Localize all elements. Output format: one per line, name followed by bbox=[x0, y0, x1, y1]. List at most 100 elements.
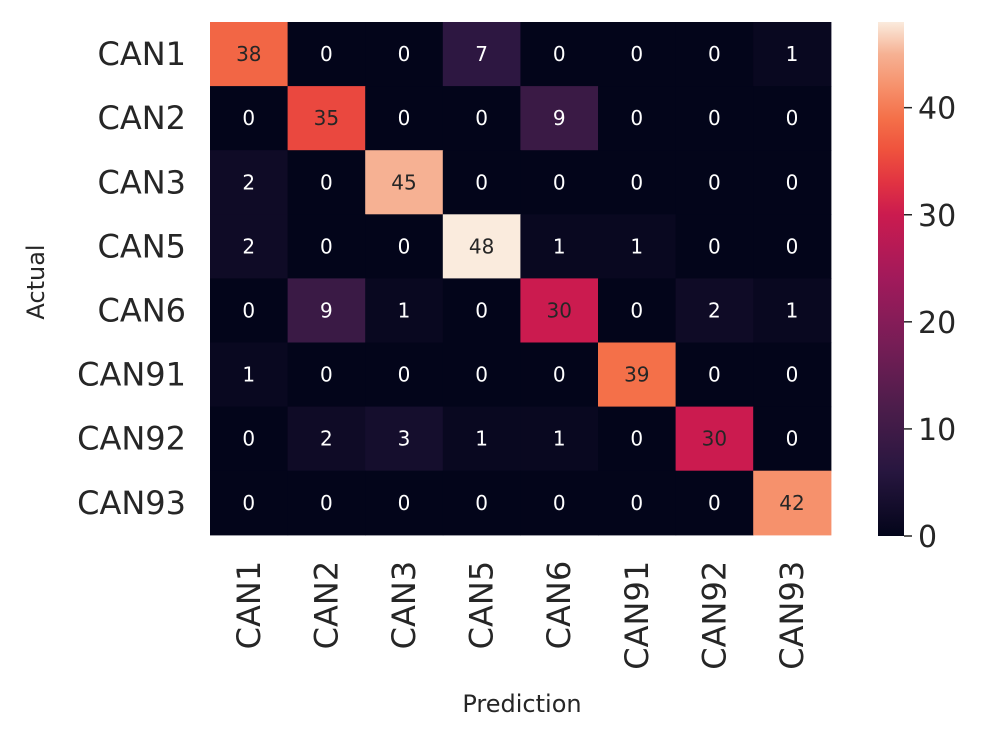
heatmap-cell bbox=[520, 86, 599, 151]
x-tick-label: CAN92 bbox=[695, 561, 733, 670]
colorbar-tick-label: 0 bbox=[918, 520, 937, 555]
y-tick-labels: CAN1 CAN2 CAN3 CAN5 CAN6 CAN91 CAN92 CAN93 bbox=[77, 35, 186, 522]
heatmap-cell bbox=[520, 470, 599, 536]
heatmap-cell bbox=[365, 150, 444, 215]
cell-value-label: 0 bbox=[398, 234, 411, 258]
cell-value-label: 38 bbox=[236, 42, 261, 66]
cell-value-label: 2 bbox=[242, 234, 255, 258]
cell-value-label: 1 bbox=[475, 427, 488, 451]
heatmap-cell bbox=[365, 470, 444, 536]
heatmap-cell bbox=[210, 406, 289, 472]
heatmap-cell bbox=[675, 406, 754, 472]
heatmap-cell bbox=[210, 470, 289, 536]
heatmap-cell bbox=[753, 342, 832, 408]
cell-value-label: 1 bbox=[398, 298, 411, 322]
cell-value-label: 2 bbox=[320, 427, 333, 451]
heatmap-cell bbox=[520, 342, 599, 408]
cell-value-label: 0 bbox=[475, 170, 488, 194]
heatmap-cell bbox=[442, 22, 521, 87]
colorbar-tick-label: 20 bbox=[918, 306, 956, 341]
colorbar-tick-label: 40 bbox=[918, 92, 956, 127]
colorbar-tick-label: 10 bbox=[918, 413, 956, 448]
cell-value-label: 0 bbox=[242, 427, 255, 451]
cell-value-label: 1 bbox=[786, 298, 799, 322]
cell-value-label: 0 bbox=[786, 234, 799, 258]
cell-value-label: 0 bbox=[475, 298, 488, 322]
heatmap-cell bbox=[753, 278, 832, 344]
cell-value-label: 35 bbox=[314, 106, 339, 130]
heatmap-cell bbox=[442, 342, 521, 408]
heatmap-cell bbox=[753, 470, 832, 536]
y-tick-label: CAN2 bbox=[97, 99, 186, 137]
cell-value-label: 0 bbox=[398, 363, 411, 387]
heatmap-cell bbox=[675, 278, 754, 344]
cell-value-label: 0 bbox=[398, 42, 411, 66]
cell-value-label: 0 bbox=[630, 106, 643, 130]
heatmap-cell bbox=[365, 214, 444, 279]
cell-value-label: 48 bbox=[469, 234, 494, 258]
heatmap-cell bbox=[442, 470, 521, 536]
y-tick-label: CAN3 bbox=[97, 163, 186, 201]
colorbar: 0 10 20 30 40 bbox=[878, 22, 956, 555]
x-tick-labels: CAN1 CAN2 CAN3 CAN5 CAN6 CAN91 CAN92 CAN93 bbox=[230, 561, 811, 670]
cell-value-label: 0 bbox=[708, 234, 721, 258]
y-tick-label: CAN91 bbox=[77, 356, 186, 394]
heatmap-cell bbox=[520, 22, 599, 87]
cell-value-label: 0 bbox=[320, 42, 333, 66]
cell-value-label: 0 bbox=[553, 170, 566, 194]
heatmap-cell bbox=[598, 342, 677, 408]
heatmap-cell bbox=[442, 86, 521, 151]
cell-value-label: 0 bbox=[708, 363, 721, 387]
cell-value-label: 0 bbox=[242, 106, 255, 130]
colorbar-gradient bbox=[878, 22, 904, 536]
heatmap-cell bbox=[675, 150, 754, 215]
heatmap-cell bbox=[210, 22, 289, 87]
heatmap-cell bbox=[442, 406, 521, 472]
y-tick-label: CAN93 bbox=[77, 484, 186, 522]
cell-value-label: 0 bbox=[320, 363, 333, 387]
heatmap-cell bbox=[598, 86, 677, 151]
cell-value-label: 0 bbox=[630, 170, 643, 194]
cell-value-label: 1 bbox=[786, 42, 799, 66]
cell-value-label: 0 bbox=[475, 106, 488, 130]
colorbar-ticks: 0 10 20 30 40 bbox=[904, 92, 956, 555]
heatmap-cell bbox=[365, 86, 444, 151]
heatmap-cell bbox=[675, 470, 754, 536]
heatmap-cell bbox=[520, 278, 599, 344]
cell-value-label: 0 bbox=[708, 42, 721, 66]
heatmap-cell bbox=[210, 150, 289, 215]
heatmap-cell bbox=[598, 214, 677, 279]
x-tick-label: CAN5 bbox=[463, 561, 501, 650]
heatmap-cell bbox=[365, 22, 444, 87]
y-tick-label: CAN5 bbox=[97, 227, 186, 265]
heatmap-cell bbox=[520, 406, 599, 472]
heatmap-cell bbox=[287, 86, 366, 151]
cell-value-label: 0 bbox=[320, 170, 333, 194]
heatmap-cell bbox=[675, 22, 754, 87]
cell-value-label: 1 bbox=[553, 234, 566, 258]
heatmap-cell bbox=[287, 150, 366, 215]
heatmap-cell bbox=[753, 406, 832, 472]
x-tick-label: CAN6 bbox=[540, 561, 578, 650]
heatmap-cell bbox=[520, 150, 599, 215]
cell-value-label: 0 bbox=[708, 170, 721, 194]
cell-value-label: 1 bbox=[242, 363, 255, 387]
cell-value-label: 0 bbox=[320, 234, 333, 258]
cell-value-label: 2 bbox=[242, 170, 255, 194]
heatmap-cell-labels: 38 0 0 7 0 0 0 1 0 35 0 0 9 0 0 0 2 0 45 0 0 0 0 0 2 0 0 48 1 1 0 0 0 9 1 0… bbox=[236, 42, 805, 515]
heatmap-cells bbox=[210, 22, 832, 536]
cell-value-label: 0 bbox=[630, 491, 643, 515]
cell-value-label: 0 bbox=[320, 491, 333, 515]
cell-value-label: 42 bbox=[779, 491, 804, 515]
cell-value-label: 0 bbox=[630, 427, 643, 451]
cell-value-label: 0 bbox=[553, 491, 566, 515]
heatmap-cell bbox=[753, 150, 832, 215]
heatmap-cell bbox=[365, 406, 444, 472]
cell-value-label: 3 bbox=[398, 427, 411, 451]
x-tick-label: CAN91 bbox=[618, 561, 656, 670]
cell-value-label: 0 bbox=[630, 42, 643, 66]
cell-value-label: 0 bbox=[786, 363, 799, 387]
cell-value-label: 7 bbox=[475, 42, 488, 66]
